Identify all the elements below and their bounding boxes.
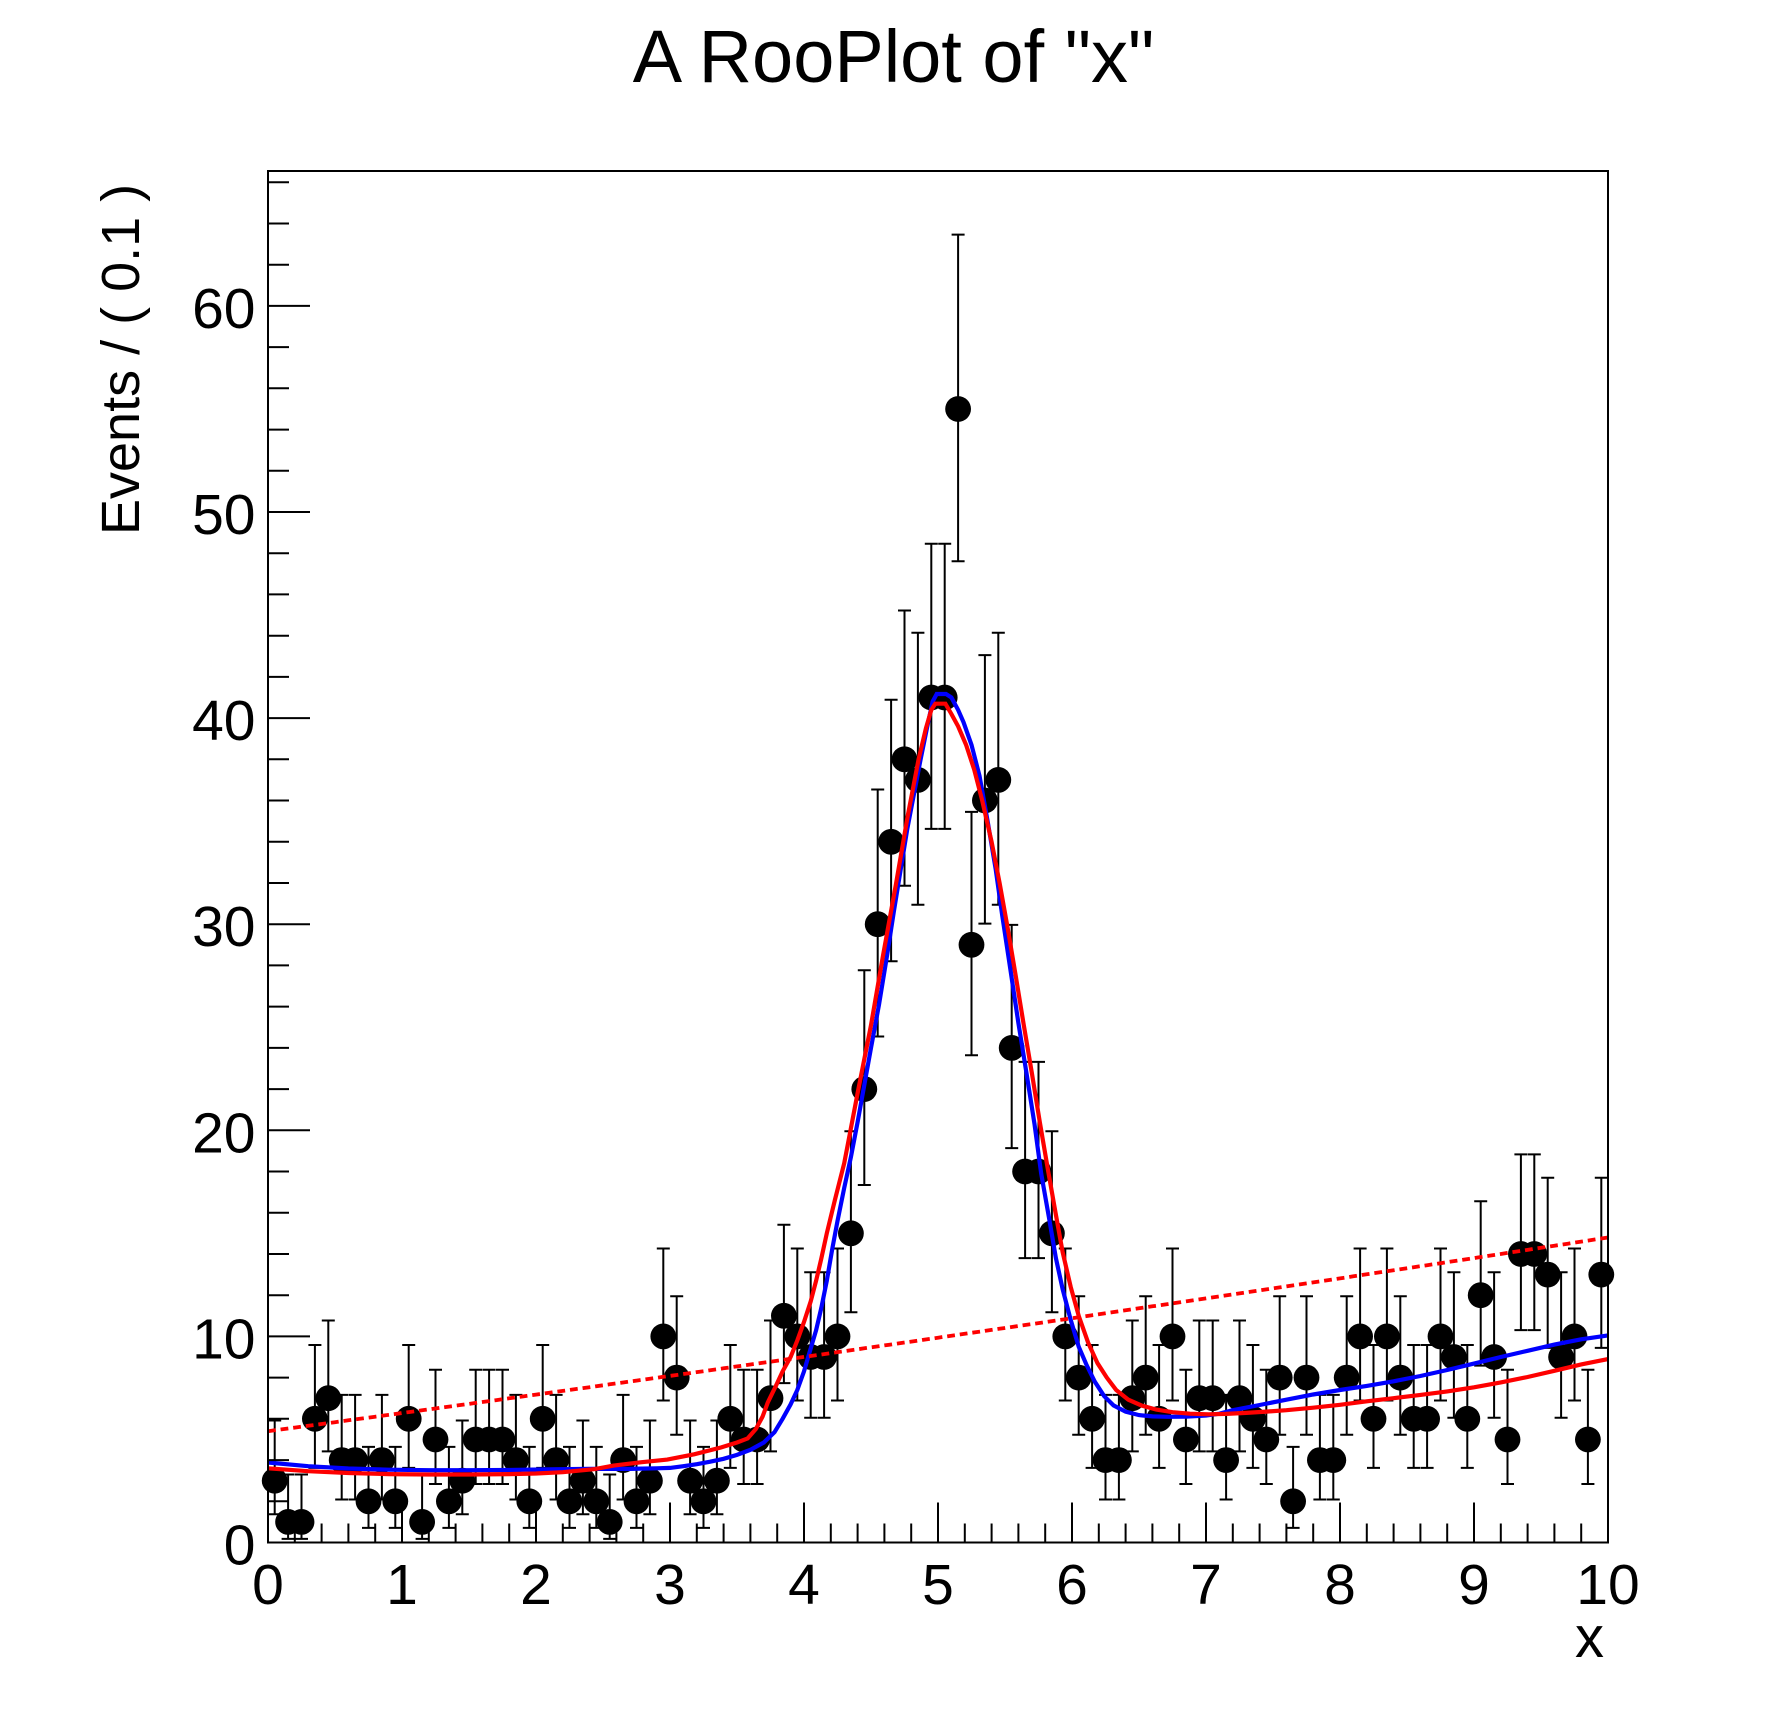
svg-text:1: 1 — [386, 1553, 418, 1617]
svg-text:3: 3 — [654, 1553, 686, 1617]
svg-text:20: 20 — [192, 1101, 255, 1165]
svg-text:5: 5 — [922, 1553, 954, 1617]
svg-text:0: 0 — [224, 1514, 256, 1578]
svg-text:8: 8 — [1324, 1553, 1356, 1617]
svg-text:2: 2 — [520, 1553, 552, 1617]
svg-text:30: 30 — [192, 895, 255, 959]
svg-text:0: 0 — [252, 1553, 284, 1617]
svg-text:10: 10 — [1576, 1553, 1639, 1617]
svg-text:6: 6 — [1056, 1553, 1088, 1617]
svg-text:7: 7 — [1190, 1553, 1222, 1617]
svg-text:A RooPlot of "x": A RooPlot of "x" — [633, 15, 1154, 98]
svg-text:10: 10 — [192, 1307, 255, 1371]
svg-text:60: 60 — [192, 277, 255, 341]
svg-text:50: 50 — [192, 483, 255, 547]
svg-text:x: x — [1575, 1605, 1604, 1670]
svg-text:4: 4 — [788, 1553, 820, 1617]
svg-text:40: 40 — [192, 689, 255, 753]
svg-text:9: 9 — [1458, 1553, 1490, 1617]
svg-text:Events / ( 0.1 ): Events / ( 0.1 ) — [91, 184, 151, 535]
